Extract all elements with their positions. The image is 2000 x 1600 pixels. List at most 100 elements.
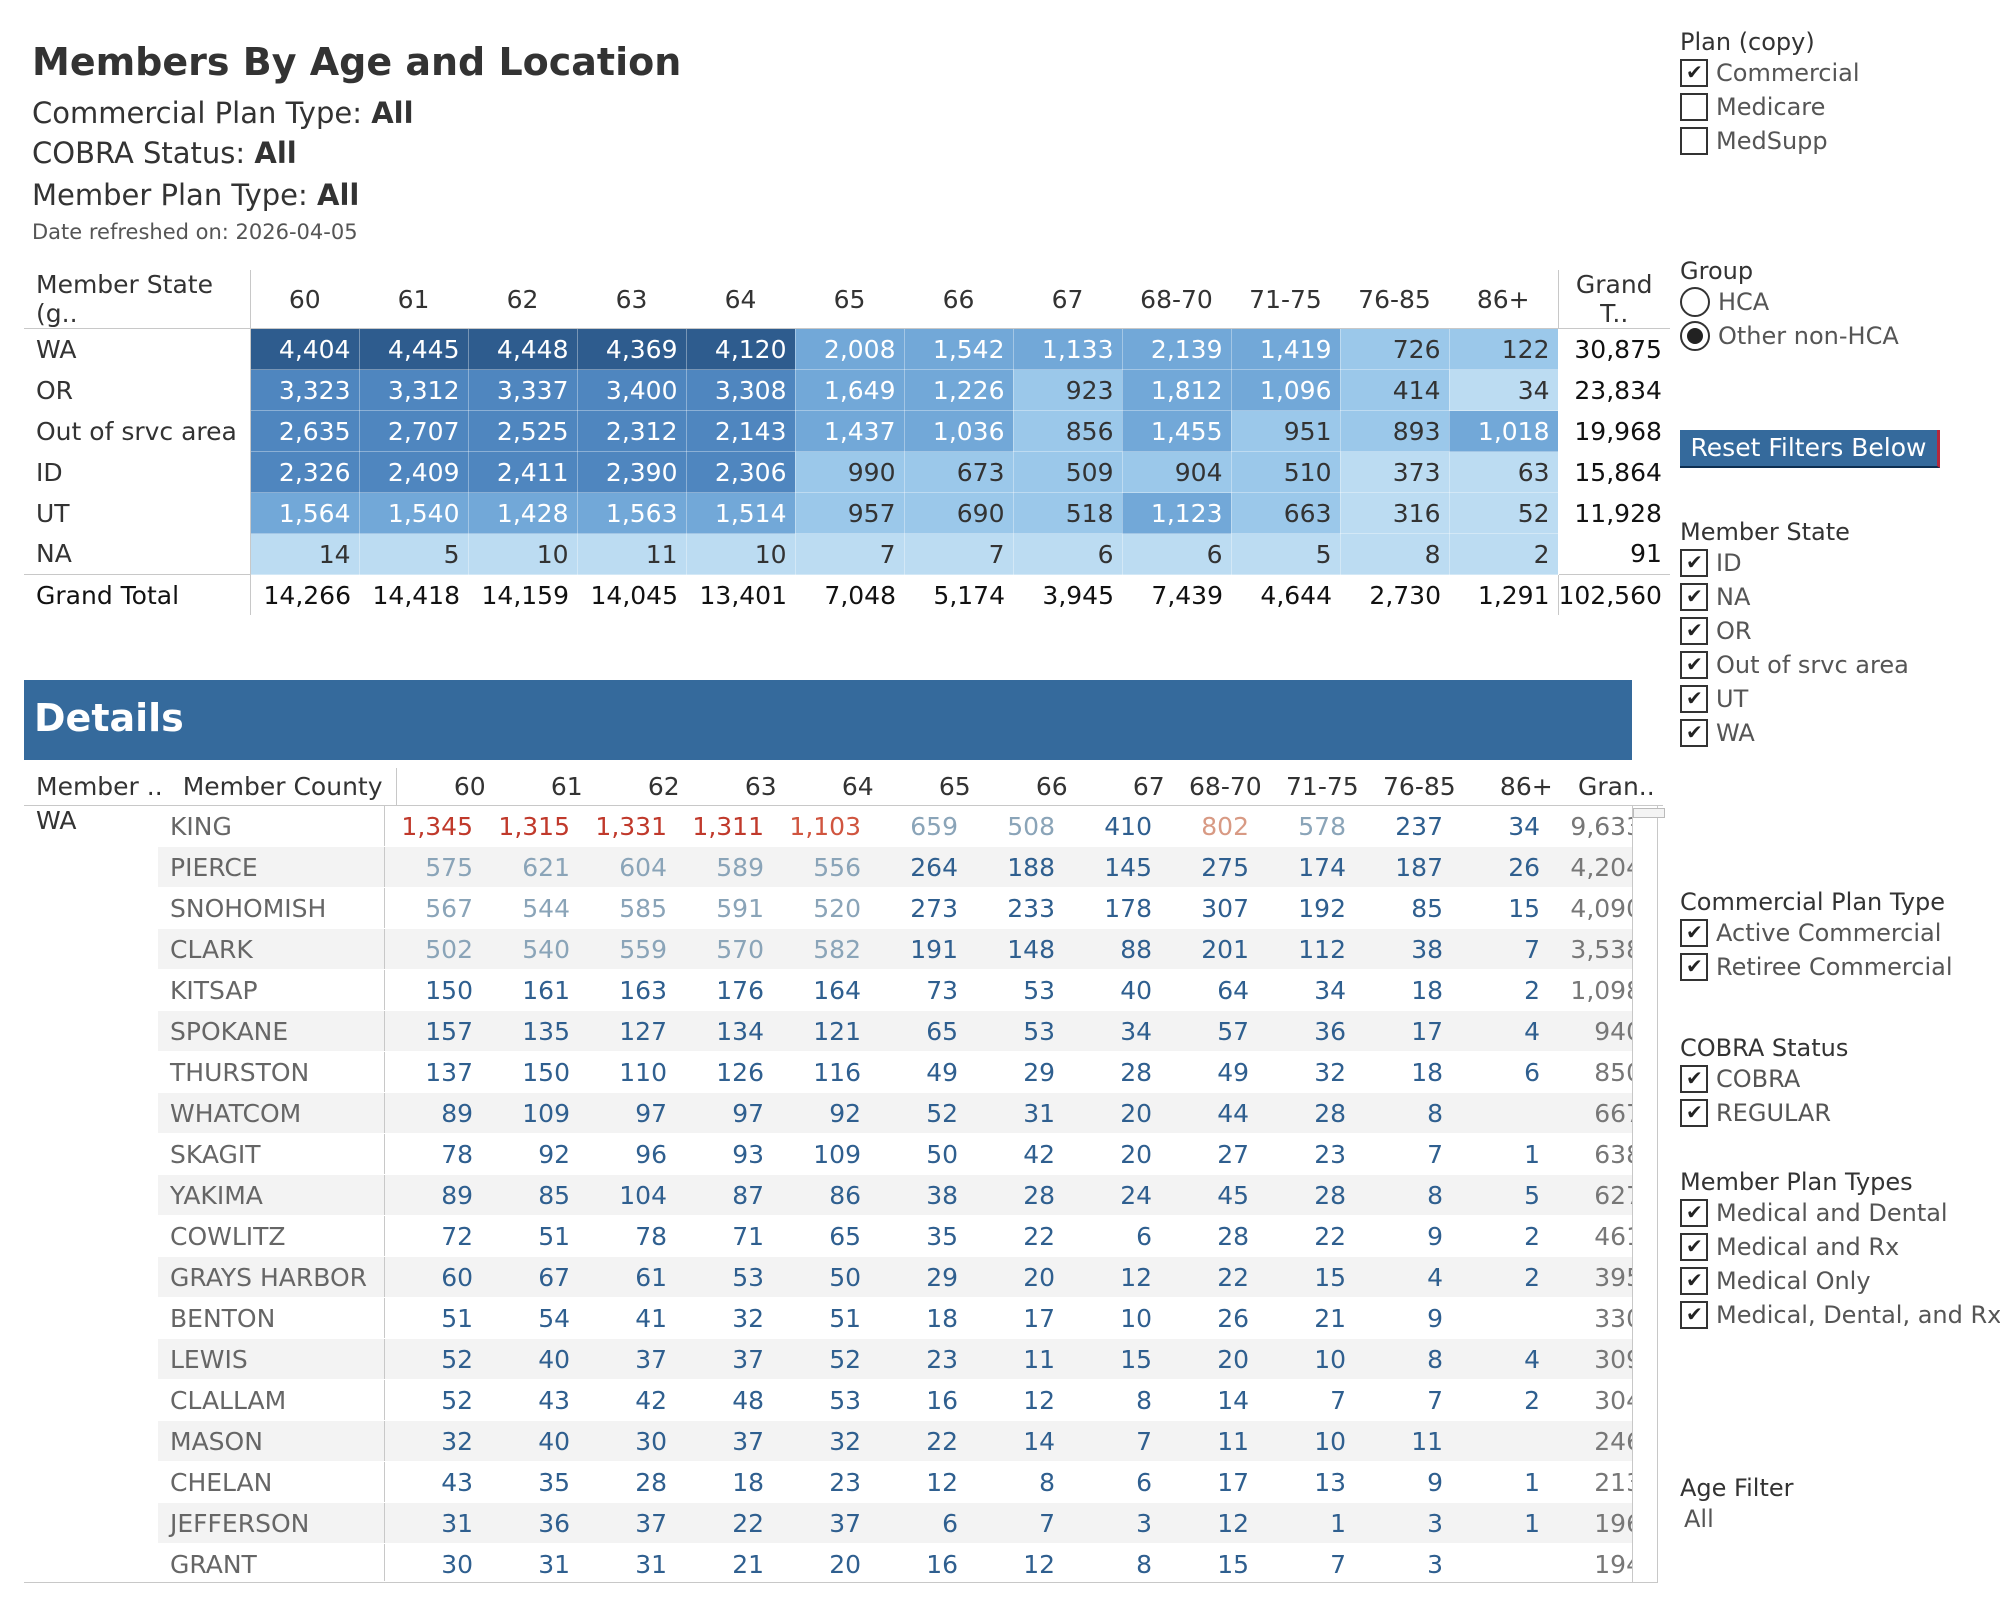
checkbox[interactable] [1680,1301,1708,1329]
summary-cell[interactable]: 4,369 [577,328,687,370]
details-cell[interactable]: 22 [966,1215,1063,1257]
summary-cell[interactable]: 6 [1122,533,1232,575]
details-cell[interactable]: 4 [1451,1338,1548,1380]
details-cell[interactable]: 71 [675,1215,772,1257]
details-cell[interactable]: 14 [1160,1379,1257,1421]
details-cell[interactable]: 11 [1160,1420,1257,1462]
details-cell[interactable]: 22 [675,1502,772,1544]
details-cell[interactable]: 567 [384,887,481,929]
details-cell[interactable]: 188 [966,846,1063,888]
summary-cell[interactable]: 2,635 [250,410,360,452]
details-cell[interactable]: 275 [1160,846,1257,888]
details-cell[interactable]: 51 [481,1215,578,1257]
summary-cell[interactable]: 3,400 [577,369,687,411]
summary-cell[interactable]: 63 [1449,451,1559,493]
details-cell[interactable]: 37 [675,1338,772,1380]
details-cell[interactable]: 7 [1063,1420,1160,1462]
checkbox[interactable] [1680,651,1708,679]
checkbox[interactable] [1680,1199,1708,1227]
details-cell[interactable] [1451,1092,1548,1134]
summary-cell[interactable]: 414 [1340,369,1450,411]
summary-cell[interactable]: 1,540 [359,492,469,534]
member-plan-type-option[interactable]: Medical Only [1680,1264,2000,1298]
details-cell[interactable]: 18 [869,1297,966,1339]
details-cell[interactable]: 34 [1257,969,1354,1011]
details-scrollbar-thumb[interactable] [1633,808,1665,818]
details-cell[interactable]: 6 [1451,1051,1548,1093]
details-cell[interactable]: 37 [675,1420,772,1462]
details-cell[interactable]: 127 [578,1010,675,1052]
details-cell[interactable]: 7 [1257,1379,1354,1421]
summary-cell[interactable]: 2,306 [686,451,796,493]
details-cell[interactable]: 61 [578,1256,675,1298]
summary-cell[interactable]: 1,123 [1122,492,1232,534]
summary-cell[interactable]: 1,419 [1231,328,1341,370]
summary-cell[interactable]: 663 [1231,492,1341,534]
details-cell[interactable]: 50 [772,1256,869,1298]
details-cell[interactable]: 32 [772,1420,869,1462]
details-cell[interactable]: 7 [1354,1379,1451,1421]
details-cell[interactable]: 18 [1354,969,1451,1011]
details-cell[interactable]: 178 [1063,887,1160,929]
details-cell[interactable]: 187 [1354,846,1451,888]
details-col-header[interactable]: 65 [881,768,979,806]
details-cell[interactable]: 112 [1257,928,1354,970]
details-cell[interactable]: 621 [481,846,578,888]
summary-cell[interactable]: 4,120 [686,328,796,370]
details-cell[interactable]: 116 [772,1051,869,1093]
details-cell[interactable]: 78 [578,1215,675,1257]
details-cell[interactable]: 174 [1257,846,1354,888]
details-cell[interactable]: 57 [1160,1010,1257,1052]
details-cell[interactable]: 86 [772,1174,869,1216]
checkbox[interactable] [1680,719,1708,747]
member-state-option[interactable]: UT [1680,682,1909,716]
summary-cell[interactable]: 3,323 [250,369,360,411]
checkbox[interactable] [1680,953,1708,981]
details-cell[interactable]: 38 [1354,928,1451,970]
commercial-plan-type-option[interactable]: Active Commercial [1680,916,1952,950]
details-cell[interactable]: 192 [1257,887,1354,929]
details-cell[interactable] [1451,1543,1548,1581]
details-cell[interactable]: 150 [481,1051,578,1093]
summary-cell[interactable]: 690 [904,492,1014,534]
details-cell[interactable]: 85 [1354,887,1451,929]
summary-cell[interactable]: 2 [1449,533,1559,575]
details-cell[interactable]: 31 [966,1092,1063,1134]
details-cell[interactable]: 15 [1451,887,1548,929]
details-cell[interactable]: 520 [772,887,869,929]
member-state-option[interactable]: Out of srvc area [1680,648,1909,682]
details-cell[interactable]: 37 [578,1338,675,1380]
details-cell[interactable]: 53 [966,969,1063,1011]
table-row[interactable]: THURSTON 137 150 110 126 116 49 29 28 49 32 18 6 850 [24,1051,1650,1093]
details-cell[interactable]: 201 [1160,928,1257,970]
details-cell[interactable]: 14 [966,1420,1063,1462]
details-cell[interactable]: 52 [384,1379,481,1421]
table-row[interactable]: BENTON 51 54 41 32 51 18 17 10 26 21 9 330 [24,1297,1650,1339]
details-cell[interactable]: 28 [578,1461,675,1503]
details-cell[interactable]: 31 [384,1502,481,1544]
summary-cell[interactable]: 122 [1449,328,1559,370]
details-cell[interactable]: 52 [869,1092,966,1134]
details-cell[interactable]: 157 [384,1010,481,1052]
details-cell[interactable]: 1 [1451,1502,1548,1544]
details-col-header[interactable]: 68-70 [1172,768,1270,806]
details-cell[interactable]: 93 [675,1133,772,1175]
details-cell[interactable]: 12 [966,1379,1063,1421]
summary-cell[interactable]: 6 [1013,533,1123,575]
details-cell[interactable]: 3 [1354,1502,1451,1544]
table-row[interactable]: COWLITZ 72 51 78 71 65 35 22 6 28 22 9 2 461 [24,1215,1650,1257]
details-cell[interactable]: 52 [384,1338,481,1380]
summary-cell[interactable]: 3,337 [468,369,578,411]
details-cell[interactable]: 2 [1451,1379,1548,1421]
details-cell[interactable]: 32 [675,1297,772,1339]
summary-cell[interactable]: 316 [1340,492,1450,534]
summary-cell[interactable]: 1,096 [1231,369,1341,411]
details-cell[interactable]: 604 [578,846,675,888]
summary-cell[interactable]: 7 [795,533,905,575]
details-cell[interactable]: 28 [1257,1092,1354,1134]
details-col-header[interactable]: 64 [784,768,882,806]
summary-cell[interactable]: 1,455 [1122,410,1232,452]
table-row[interactable]: WA KING 1,345 1,315 1,331 1,311 1,103 659 508 410… [24,806,1650,1581]
details-cell[interactable]: 28 [1160,1215,1257,1257]
details-cell[interactable]: 24 [1063,1174,1160,1216]
